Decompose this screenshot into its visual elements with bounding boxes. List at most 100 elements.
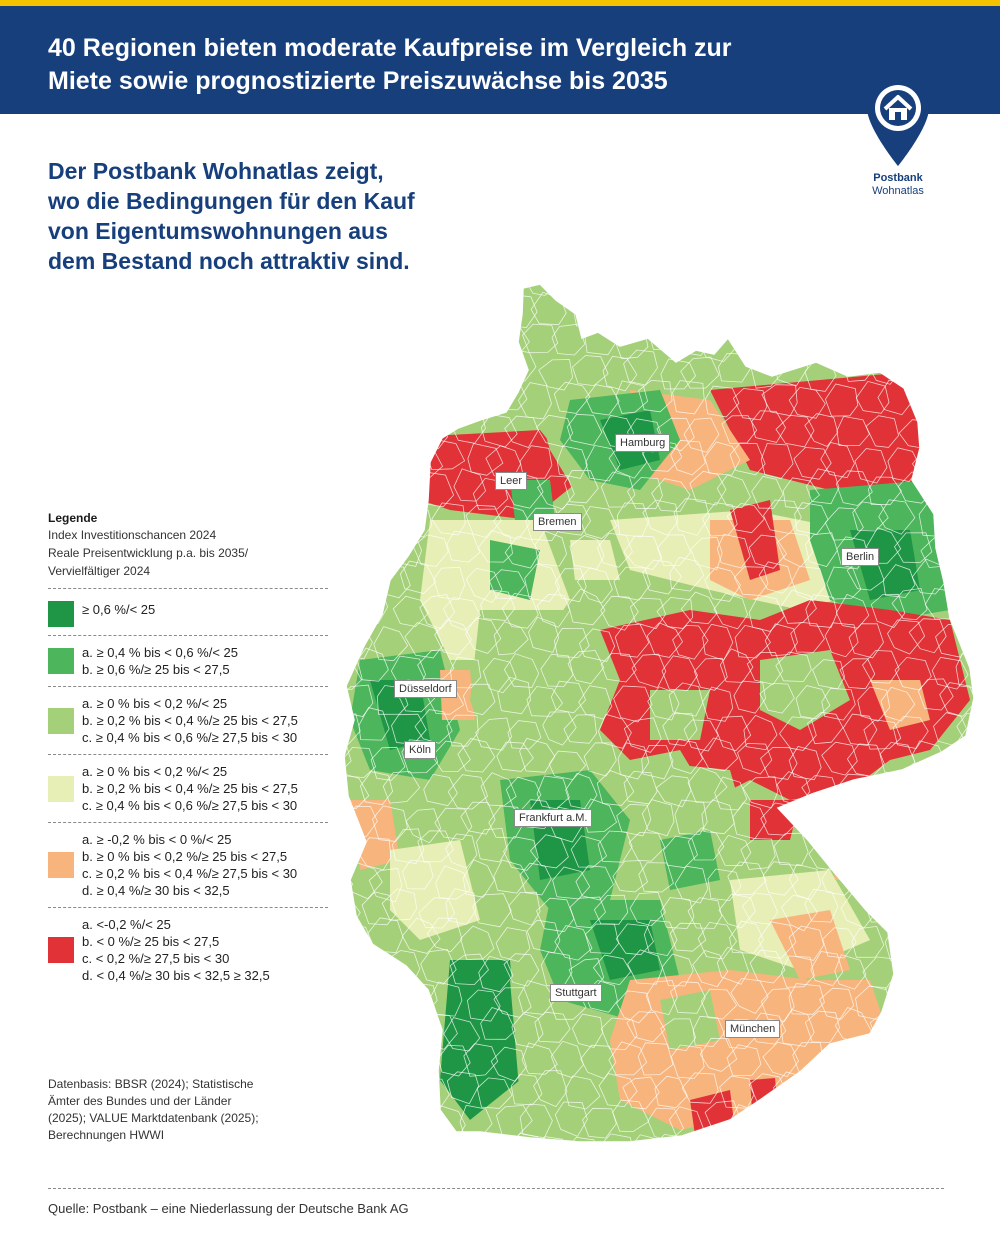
- region-border: [344, 1070, 363, 1105]
- region-border: [465, 504, 502, 539]
- region-border: [909, 1101, 945, 1135]
- region-border: [344, 444, 352, 479]
- region-border: [863, 292, 899, 328]
- region-border: [911, 802, 945, 837]
- region-border: [760, 747, 798, 780]
- region-border: [345, 976, 383, 1014]
- region-border: [576, 567, 613, 604]
- region-border: [870, 593, 906, 628]
- region-border: [600, 1017, 638, 1051]
- region-border: [699, 1037, 738, 1072]
- region-border: [465, 567, 503, 603]
- region-border: [536, 475, 575, 510]
- region-border: [726, 1044, 762, 1076]
- region-border: [647, 686, 680, 721]
- region-border: [567, 588, 606, 626]
- region-border: [344, 533, 364, 565]
- legend-list: ≥ 0,6 %/< 25 a. ≥ 0,4 % bis < 0,6 %/< 25 b…: [48, 588, 328, 992]
- region-border: [345, 446, 378, 480]
- region-border: [431, 502, 466, 536]
- region-border: [805, 594, 838, 628]
- region-border: [536, 897, 575, 933]
- region-border: [344, 388, 374, 422]
- region-border: [429, 321, 466, 357]
- region-border: [894, 1016, 930, 1051]
- region-border: [443, 1017, 481, 1052]
- region-border: [674, 865, 709, 904]
- region-border: [804, 1010, 840, 1043]
- region-border: [833, 838, 870, 872]
- region-border: [631, 653, 667, 689]
- region-border: [702, 686, 734, 722]
- region-border: [528, 616, 560, 653]
- region-border: [615, 923, 654, 956]
- region-border: [597, 830, 633, 863]
- region-border: [956, 713, 974, 745]
- region-border: [476, 1077, 513, 1109]
- region-border: [600, 471, 636, 508]
- region-border: [529, 834, 569, 869]
- region-border: [344, 351, 370, 389]
- region-border: [748, 1135, 783, 1142]
- region-border: [766, 1099, 805, 1136]
- region-border: [496, 741, 534, 772]
- region-border: [805, 1132, 841, 1142]
- region-border: [824, 383, 859, 417]
- region-border: [836, 536, 869, 570]
- region-border: [563, 714, 597, 744]
- region-border: [716, 946, 750, 985]
- region-border: [524, 563, 561, 602]
- region-border: [381, 888, 418, 921]
- region-border: [404, 622, 444, 659]
- region-border: [928, 289, 968, 323]
- legend-item: ≥ 0,6 %/< 25: [48, 588, 328, 635]
- region-border: [476, 828, 508, 863]
- region-border: [721, 415, 758, 444]
- region-border: [608, 1041, 648, 1076]
- region-border: [519, 862, 552, 896]
- city-label-hamburg: Hamburg: [615, 434, 671, 452]
- region-border: [353, 528, 393, 564]
- region-border: [661, 655, 698, 691]
- region-border: [627, 949, 664, 985]
- region-border: [602, 355, 638, 392]
- region-border: [446, 530, 481, 563]
- region-border: [599, 1133, 635, 1142]
- region-border: [734, 284, 768, 293]
- region-border: [822, 284, 858, 291]
- region-border: [449, 953, 489, 986]
- region-border: [873, 1077, 906, 1109]
- region-border: [503, 653, 540, 688]
- region-border: [344, 284, 376, 295]
- region-border: [819, 987, 855, 1020]
- region-border: [913, 284, 948, 300]
- region-border: [526, 686, 564, 717]
- region-border: [641, 799, 675, 837]
- region-border: [481, 349, 516, 385]
- region-border: [690, 536, 723, 571]
- region-border: [550, 1040, 584, 1079]
- region-border: [599, 293, 635, 327]
- region-border: [751, 410, 786, 443]
- region-border: [865, 415, 900, 448]
- region-border: [662, 713, 698, 747]
- region-border: [957, 354, 974, 389]
- region-border: [952, 537, 974, 571]
- region-border: [891, 587, 928, 621]
- region-border: [807, 711, 844, 745]
- region-border: [942, 447, 974, 480]
- region-border: [835, 1133, 870, 1142]
- city-label-muenchen: München: [725, 1020, 781, 1038]
- region-border: [656, 596, 694, 629]
- region-border: [762, 1041, 799, 1077]
- region-border: [880, 686, 916, 722]
- region-border: [467, 443, 504, 476]
- region-border: [457, 738, 496, 773]
- legend-label: c. ≥ 0,4 % bis < 0,6 %/≥ 27,5 bis < 30: [82, 730, 298, 745]
- region-border: [655, 775, 692, 808]
- region-border: [685, 295, 719, 328]
- region-border: [434, 619, 472, 656]
- region-border: [764, 623, 798, 657]
- region-border: [877, 1046, 913, 1076]
- region-border: [613, 566, 651, 601]
